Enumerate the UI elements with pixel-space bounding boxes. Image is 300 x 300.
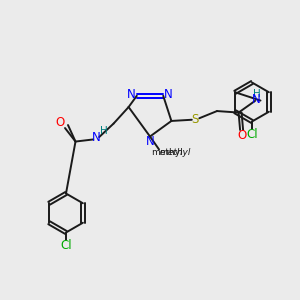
Text: N: N [127,88,136,101]
Text: Cl: Cl [246,128,258,141]
Text: methyl: methyl [160,148,191,157]
Text: N: N [252,94,261,106]
Text: Cl: Cl [60,239,72,252]
Text: O: O [55,116,64,129]
Text: N: N [164,88,173,101]
Text: O: O [238,129,247,142]
Text: methyl: methyl [152,148,183,157]
Text: S: S [192,113,199,126]
Text: N: N [146,135,154,148]
Text: H: H [100,126,108,136]
Text: N: N [92,131,101,144]
Text: H: H [253,89,260,99]
